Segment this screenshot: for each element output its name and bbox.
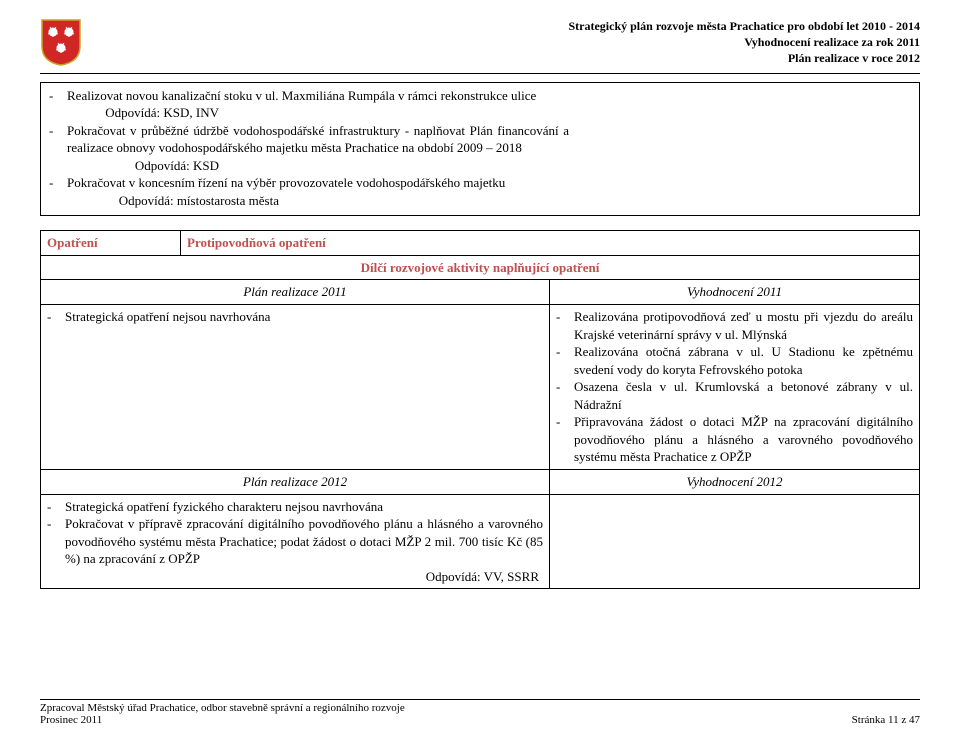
crest-icon: [40, 18, 82, 66]
cell-plan-2012: Plán realizace 2012: [41, 469, 550, 494]
dash-icon: -: [47, 515, 65, 568]
bullet-item: - Pokračovat v průběžné údržbě vodohospo…: [49, 122, 569, 157]
dash-icon: -: [556, 413, 574, 466]
bullet-text: Pokračovat v koncesním řízení na výběr p…: [67, 174, 569, 192]
dash-icon: -: [556, 343, 574, 378]
dash-icon: -: [49, 122, 67, 157]
dash-icon: -: [49, 174, 67, 192]
measures-box: - Realizovat novou kanalizační stoku v u…: [40, 82, 920, 217]
responsible-line: Odpovídá: místostarosta města: [49, 192, 569, 210]
responsible-line: Odpovídá: KSD: [49, 157, 569, 175]
header-row: Strategický plán rozvoje města Prachatic…: [40, 18, 920, 67]
dash-icon: -: [47, 308, 65, 326]
bullet-item: - Pokračovat v koncesním řízení na výběr…: [49, 174, 569, 192]
bullet-item: - Realizovat novou kanalizační stoku v u…: [49, 87, 569, 105]
footer-row: Zpracoval Městský úřad Prachatice, odbor…: [40, 702, 920, 726]
bullet-text: Strategická opatření nejsou navrhována: [65, 308, 543, 326]
header-line2: Vyhodnocení realizace za rok 2011: [82, 34, 920, 50]
page: Strategický plán rozvoje města Prachatic…: [0, 0, 960, 589]
responsible-line: Odpovídá: KSD, INV: [49, 104, 569, 122]
cell-left-2011: - Strategická opatření nejsou navrhována: [41, 305, 550, 470]
table-row-year-header: Plán realizace 2011 Vyhodnocení 2011: [41, 280, 920, 305]
cell-vyh-2011: Vyhodnocení 2011: [550, 280, 920, 305]
bullet-text: Realizována otočná zábrana v ul. U Stadi…: [574, 343, 913, 378]
cell-label-opatreni: Opatření: [41, 231, 181, 256]
footer-pagenum: Stránka 11 z 47: [852, 714, 920, 726]
cell-subheader: Dílčí rozvojové aktivity naplňující opat…: [41, 255, 920, 280]
header-line3: Plán realizace v roce 2012: [82, 50, 920, 66]
bullet-text: Připravována žádost o dotaci MŽP na zpra…: [574, 413, 913, 466]
cell-title: Protipovodňová opatření: [181, 231, 920, 256]
table-row-subheader: Dílčí rozvojové aktivity naplňující opat…: [41, 255, 920, 280]
footer-left: Zpracoval Městský úřad Prachatice, odbor…: [40, 702, 405, 726]
header-divider: [40, 73, 920, 74]
measures-column: - Realizovat novou kanalizační stoku v u…: [49, 87, 569, 210]
footer-author: Zpracoval Městský úřad Prachatice, odbor…: [40, 702, 405, 714]
footer: Zpracoval Městský úřad Prachatice, odbor…: [40, 699, 920, 726]
cell-left-2012: -Strategická opatření fyzického charakte…: [41, 494, 550, 589]
bullet-text: Pokračovat v průběžné údržbě vodohospodá…: [67, 122, 569, 157]
cell-vyh-2012: Vyhodnocení 2012: [550, 469, 920, 494]
measures-table: Opatření Protipovodňová opatření Dílčí r…: [40, 230, 920, 589]
dash-icon: -: [556, 308, 574, 343]
bullet-text: Realizovat novou kanalizační stoku v ul.…: [67, 87, 569, 105]
bullet-text: Osazena česla v ul. Krumlovská a betonov…: [574, 378, 913, 413]
table-row-2012: -Strategická opatření fyzického charakte…: [41, 494, 920, 589]
dash-icon: -: [47, 498, 65, 516]
table-row-title: Opatření Protipovodňová opatření: [41, 231, 920, 256]
cell-right-2012: [550, 494, 920, 589]
responsible-line: Odpovídá: VV, SSRR: [47, 568, 543, 586]
footer-date: Prosinec 2011: [40, 714, 405, 726]
bullet-text: Strategická opatření fyzického charakter…: [65, 498, 543, 516]
bullet-text: Pokračovat v přípravě zpracování digitál…: [65, 515, 543, 568]
dash-icon: -: [49, 87, 67, 105]
footer-divider: [40, 699, 920, 700]
cell-right-2011: -Realizována protipovodňová zeď u mostu …: [550, 305, 920, 470]
header-line1: Strategický plán rozvoje města Prachatic…: [82, 18, 920, 34]
dash-icon: -: [556, 378, 574, 413]
cell-plan-2011: Plán realizace 2011: [41, 280, 550, 305]
table-row-2011: - Strategická opatření nejsou navrhována…: [41, 305, 920, 470]
header-text: Strategický plán rozvoje města Prachatic…: [82, 18, 920, 67]
bullet-text: Realizována protipovodňová zeď u mostu p…: [574, 308, 913, 343]
table-row-year-header: Plán realizace 2012 Vyhodnocení 2012: [41, 469, 920, 494]
